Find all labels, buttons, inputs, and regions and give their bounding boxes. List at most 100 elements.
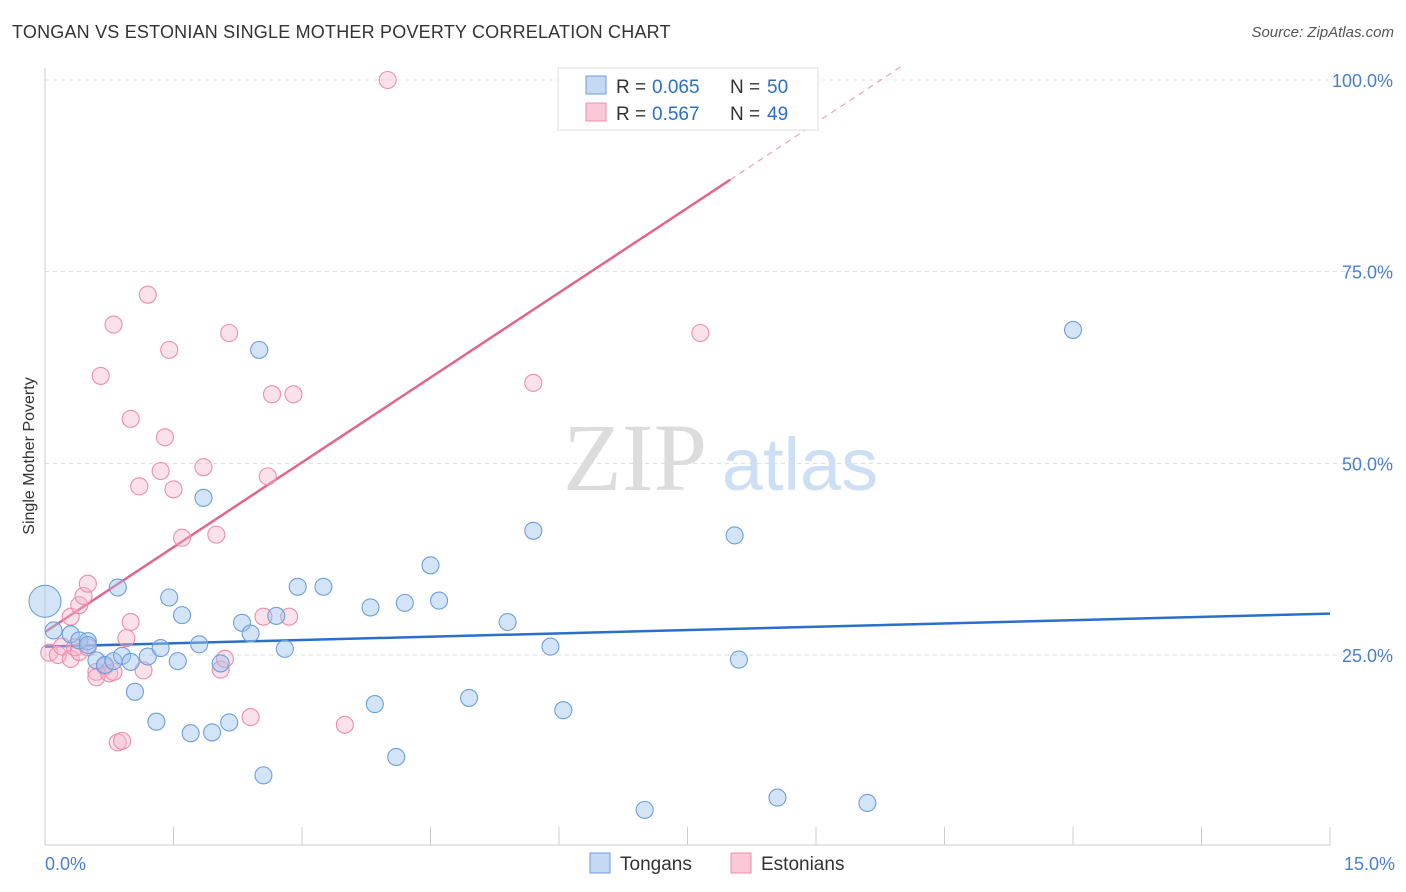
point-estonians	[91, 366, 110, 385]
point-tongans	[250, 340, 269, 359]
point-tongans	[194, 488, 213, 507]
point-estonians	[258, 467, 277, 486]
point-estonians	[262, 385, 282, 404]
point-tongans	[95, 655, 115, 675]
point-tongans	[44, 621, 63, 640]
point-estonians	[117, 629, 136, 648]
point-tongans	[635, 800, 654, 819]
legend-r-label-tongans: R =	[616, 77, 646, 98]
legend-n-value-tongans: 50	[767, 77, 788, 98]
point-tongans	[314, 577, 333, 596]
trend-lines	[44, 65, 1331, 648]
point-tongans	[125, 682, 144, 701]
trend-line-estonians	[44, 178, 732, 634]
point-estonians	[335, 715, 354, 734]
point-tongans	[211, 654, 230, 673]
point-tongans	[498, 612, 517, 632]
point-tongans	[160, 588, 179, 607]
point-tongans	[181, 724, 200, 743]
point-estonians	[151, 461, 170, 481]
point-estonians	[164, 480, 183, 499]
point-tongans	[190, 635, 209, 654]
point-tongans	[430, 591, 449, 610]
legend-r-value-estonians: 0.567	[652, 104, 700, 125]
point-estonians	[284, 385, 303, 404]
x-tick-label: 0.0%	[45, 854, 86, 874]
axis-ticks: 100.0% 75.0% 50.0% 25.0% 0.0% 15.0%	[44, 71, 1395, 874]
source-label: Source: ZipAtlas.com	[1251, 24, 1394, 41]
y-tick-label: 75.0%	[1342, 263, 1393, 283]
y-tick-label: 25.0%	[1342, 646, 1393, 666]
point-estonians	[130, 477, 149, 496]
point-estonians	[207, 525, 226, 544]
point-estonians	[194, 458, 213, 477]
series-legend: Tongans Estonians	[589, 852, 844, 875]
point-tongans	[421, 556, 440, 575]
point-estonians	[121, 409, 140, 428]
y-tick-label: 50.0%	[1342, 454, 1393, 474]
watermark-zip: ZIP	[563, 404, 707, 511]
bottom-swatch-tongans	[589, 852, 611, 874]
point-tongans	[254, 766, 273, 785]
point-estonians	[134, 661, 153, 680]
legend-n-label-tongans: N =	[730, 77, 760, 98]
legend-swatch-tongans	[585, 75, 607, 95]
watermark-atlas: atlas	[722, 423, 878, 506]
stats-legend: R = 0.065 N = 50 R = 0.567 N = 49	[557, 67, 819, 131]
data-points	[28, 70, 1083, 819]
point-estonians	[113, 731, 132, 750]
point-tongans	[387, 747, 406, 767]
point-tongans	[267, 606, 286, 625]
point-estonians	[53, 637, 72, 656]
point-estonians	[160, 340, 179, 359]
point-estonians	[254, 607, 273, 626]
legend-swatch-estonians	[585, 102, 607, 122]
point-tongans	[151, 639, 170, 658]
point-estonians	[241, 708, 260, 727]
point-tongans	[768, 788, 787, 807]
point-tongans	[147, 712, 166, 731]
gridlines	[45, 79, 1395, 656]
point-tongans	[395, 593, 414, 612]
point-tongans	[241, 624, 260, 643]
point-estonians	[220, 323, 239, 343]
point-tongans	[365, 695, 384, 714]
point-tongans	[220, 713, 239, 732]
point-tongans	[725, 526, 744, 545]
point-estonians	[121, 612, 140, 632]
x-tick-label: 15.0%	[1344, 854, 1395, 874]
point-tongans	[28, 584, 62, 618]
point-estonians	[691, 323, 710, 343]
bottom-swatch-estonians	[730, 852, 752, 874]
point-tongans	[361, 598, 380, 617]
point-estonians	[70, 596, 89, 615]
point-tongans	[554, 701, 573, 720]
chart-title: TONGAN VS ESTONIAN SINGLE MOTHER POVERTY…	[12, 22, 671, 42]
point-tongans	[138, 647, 157, 666]
point-estonians	[173, 528, 192, 547]
bottom-legend-tongans: Tongans	[620, 854, 692, 875]
point-tongans	[108, 578, 127, 597]
point-tongans	[78, 632, 97, 651]
point-estonians	[155, 428, 174, 447]
legend-r-label-estonians: R =	[616, 104, 646, 125]
point-estonians	[211, 660, 230, 679]
point-tongans	[858, 793, 877, 813]
point-estonians	[378, 70, 397, 90]
point-tongans	[1063, 320, 1083, 339]
point-tongans	[288, 577, 307, 596]
point-estonians	[78, 574, 97, 593]
point-estonians	[138, 285, 157, 304]
point-tongans	[203, 723, 222, 742]
point-tongans	[524, 521, 543, 540]
bottom-legend-estonians: Estonians	[761, 854, 844, 875]
trend-line-tongans	[44, 612, 1331, 648]
point-tongans	[275, 639, 294, 658]
point-tongans	[541, 637, 560, 656]
y-tick-label: 100.0%	[1332, 71, 1393, 91]
point-tongans	[78, 635, 97, 655]
point-tongans	[729, 650, 748, 669]
point-tongans	[168, 652, 187, 671]
point-estonians	[524, 373, 543, 392]
